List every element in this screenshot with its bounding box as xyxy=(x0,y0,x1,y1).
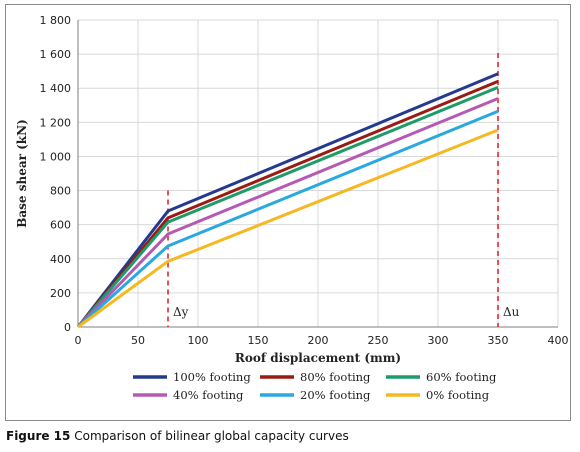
x-tick-label: 300 xyxy=(428,334,449,347)
series-lines xyxy=(76,72,499,329)
y-axis-title: Base shear (kN) xyxy=(15,119,29,228)
annotation-label: Δu xyxy=(503,305,520,319)
legend-label: 40% footing xyxy=(173,388,244,402)
series-line xyxy=(76,109,499,329)
x-tick-label: 50 xyxy=(131,334,145,347)
series-line xyxy=(77,128,499,329)
y-tick-label: 600 xyxy=(50,219,71,232)
x-tick-label: 200 xyxy=(308,334,329,347)
annotation-label: Δy xyxy=(173,305,189,319)
series-line xyxy=(76,80,499,328)
tick-labels: 0 200 400 600 800 1 000 1 200 1 400 1 600 1 800 0 5… xyxy=(40,14,569,347)
figure-caption-text: Comparison of bilinear global capacity c… xyxy=(74,429,349,443)
axes xyxy=(77,20,558,328)
legend-label: 80% footing xyxy=(300,370,371,384)
x-tick-label: 250 xyxy=(368,334,389,347)
figure-frame: Δy Δu 0 200 400 600 800 1 000 1 200 1 400 1 600 1 … xyxy=(5,4,571,421)
series-line xyxy=(76,85,499,328)
y-tick-label: 1 800 xyxy=(40,14,72,27)
x-axis-title: Roof displacement (mm) xyxy=(235,351,401,365)
legend-label: 60% footing xyxy=(426,370,497,384)
legend-label: 100% footing xyxy=(173,370,251,384)
figure-caption: Figure 15 Comparison of bilinear global … xyxy=(6,429,349,443)
x-tick-label: 150 xyxy=(248,334,269,347)
legend: 100% footing 80% footing 60% footing 40% fo… xyxy=(133,370,497,402)
figure-number: Figure 15 xyxy=(6,429,71,443)
legend-label: 20% footing xyxy=(300,388,371,402)
y-tick-label: 1 400 xyxy=(40,82,72,95)
y-tick-label: 1 200 xyxy=(40,116,72,129)
x-tick-label: 100 xyxy=(188,334,209,347)
y-tick-label: 400 xyxy=(50,253,71,266)
capacity-curve-chart: Δy Δu 0 200 400 600 800 1 000 1 200 1 400 1 600 1 … xyxy=(15,14,569,402)
x-tick-label: 350 xyxy=(488,334,509,347)
y-tick-label: 800 xyxy=(50,185,71,198)
y-tick-label: 0 xyxy=(64,321,71,334)
x-tick-label: 0 xyxy=(75,334,82,347)
y-tick-label: 200 xyxy=(50,287,71,300)
series-line xyxy=(76,97,499,329)
y-tick-label: 1 600 xyxy=(40,48,72,61)
legend-label: 0% footing xyxy=(426,388,490,402)
x-tick-label: 400 xyxy=(548,334,569,347)
y-tick-label: 1 000 xyxy=(40,150,72,163)
